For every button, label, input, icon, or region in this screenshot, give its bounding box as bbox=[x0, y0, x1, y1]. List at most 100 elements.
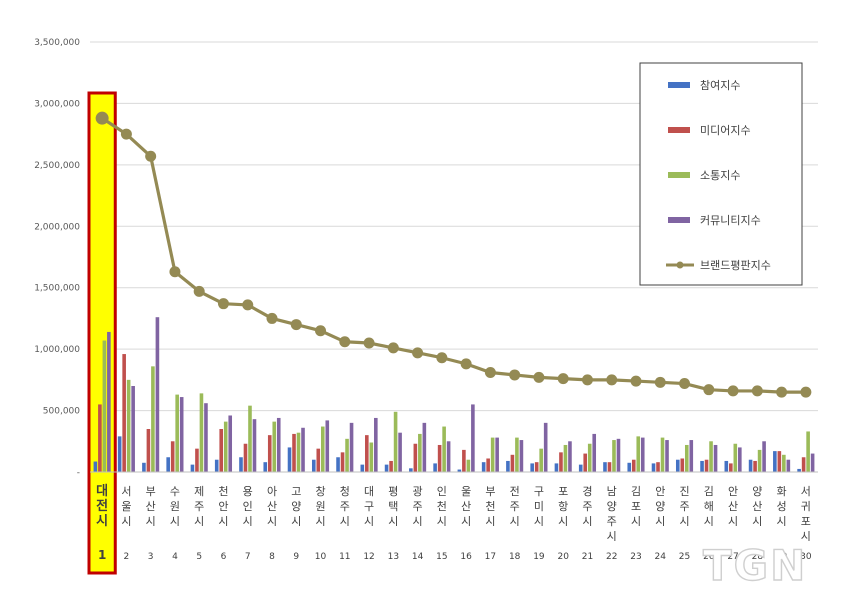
bar bbox=[471, 404, 475, 472]
line-point bbox=[751, 385, 763, 397]
bar bbox=[219, 429, 224, 472]
bar bbox=[433, 463, 437, 472]
rank-label: 5 bbox=[196, 552, 202, 562]
rank-label: 27 bbox=[727, 552, 738, 562]
bar bbox=[506, 460, 510, 472]
bar bbox=[349, 422, 354, 472]
bar bbox=[340, 452, 345, 472]
bar bbox=[568, 441, 572, 472]
rank-label: 18 bbox=[509, 552, 521, 562]
bar bbox=[713, 444, 718, 472]
bar bbox=[782, 454, 786, 472]
rank-label: 10 bbox=[315, 552, 327, 562]
bar bbox=[801, 457, 806, 472]
line-point bbox=[193, 285, 205, 297]
gridlines bbox=[90, 41, 818, 412]
bar bbox=[651, 463, 656, 472]
bar bbox=[592, 433, 597, 472]
bar bbox=[170, 441, 175, 472]
bar bbox=[175, 394, 179, 472]
line-point bbox=[509, 369, 521, 381]
legend-label: 참여지수 bbox=[700, 79, 740, 92]
rank-label: 4 bbox=[172, 552, 178, 562]
bar bbox=[360, 464, 365, 472]
bar bbox=[700, 460, 704, 472]
bar bbox=[640, 437, 645, 472]
rank-label: 21 bbox=[582, 552, 593, 562]
rank-label: 9 bbox=[293, 552, 299, 562]
bar bbox=[272, 421, 277, 472]
bar bbox=[102, 340, 107, 472]
bar bbox=[515, 437, 519, 472]
bar bbox=[733, 443, 738, 472]
rank-label: 16 bbox=[460, 552, 472, 562]
rank-label: 15 bbox=[436, 552, 447, 562]
bar bbox=[689, 440, 694, 472]
line-point bbox=[557, 373, 569, 385]
bar bbox=[603, 462, 607, 472]
bar bbox=[457, 469, 462, 472]
bar bbox=[724, 460, 729, 472]
bar bbox=[806, 431, 810, 472]
line-point bbox=[145, 150, 157, 162]
legend-label: 미디어지수 bbox=[700, 124, 751, 137]
bar bbox=[753, 460, 757, 472]
bar bbox=[336, 457, 340, 472]
bar bbox=[660, 437, 665, 472]
bar bbox=[107, 331, 111, 472]
rank-label: 30 bbox=[800, 552, 812, 562]
bar bbox=[665, 440, 669, 472]
bar bbox=[554, 463, 559, 472]
legend-marker bbox=[676, 261, 684, 269]
bar bbox=[155, 317, 160, 472]
line-point bbox=[242, 299, 254, 311]
bar bbox=[486, 458, 490, 472]
rank-label: 24 bbox=[655, 552, 667, 562]
line-point bbox=[436, 352, 448, 364]
bar bbox=[684, 444, 689, 472]
bar bbox=[607, 462, 612, 472]
bar bbox=[369, 442, 374, 472]
bar bbox=[117, 436, 122, 472]
line-point bbox=[363, 337, 375, 349]
rank-label: 26 bbox=[703, 552, 715, 562]
bar bbox=[418, 433, 422, 472]
bar bbox=[276, 417, 281, 472]
bar bbox=[797, 468, 801, 472]
rank-label: 6 bbox=[221, 552, 227, 562]
legend-swatch bbox=[668, 82, 690, 88]
bar bbox=[748, 459, 753, 472]
bar bbox=[301, 427, 305, 472]
bar bbox=[437, 444, 442, 472]
bar bbox=[252, 419, 257, 472]
bar bbox=[398, 432, 402, 472]
highlight-box bbox=[87, 91, 117, 575]
bar bbox=[559, 452, 563, 472]
bar bbox=[810, 453, 815, 472]
bar bbox=[365, 435, 369, 472]
bar bbox=[214, 459, 219, 472]
y-tick-label: 2,000,000 bbox=[34, 222, 80, 232]
line-point bbox=[339, 336, 351, 348]
bar bbox=[122, 354, 126, 472]
rank-label: 14 bbox=[412, 552, 424, 562]
bar bbox=[131, 386, 135, 472]
rank-label: 2 bbox=[124, 552, 130, 562]
bar bbox=[495, 437, 499, 472]
